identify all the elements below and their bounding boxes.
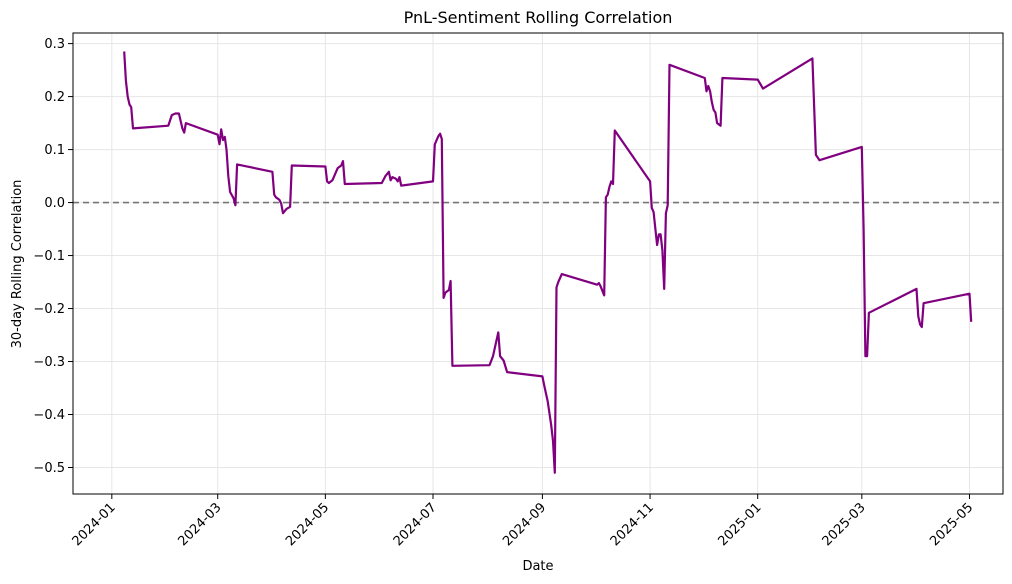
x-tick-label: 2024-03: [176, 500, 225, 549]
y-tick-label: 0.3: [44, 37, 65, 52]
x-tick-label: 2025-05: [927, 500, 976, 549]
x-tick-label: 2025-03: [820, 500, 869, 549]
x-tick-label: 2025-01: [716, 500, 765, 549]
x-axis-label: Date: [522, 559, 553, 574]
y-tick-label: −0.4: [33, 408, 65, 423]
x-tick-label: 2024-07: [391, 500, 440, 549]
x-tick-label: 2024-05: [283, 500, 332, 549]
y-tick-label: 0.0: [44, 196, 65, 211]
y-tick-label: −0.1: [33, 249, 65, 264]
x-axis-ticks: 2024-01 2024-03 2024-05 2024-07 2024-09 2024-…: [70, 494, 976, 549]
chart-title: PnL-Sentiment Rolling Correlation: [404, 8, 673, 27]
y-tick-label: 0.2: [44, 90, 65, 105]
y-tick-label: −0.3: [33, 355, 65, 370]
y-axis-ticks: 0.3 0.2 0.1 0.0 −0.1 −0.2 −0.3 −0.4 −0.5: [33, 37, 73, 476]
y-tick-label: −0.5: [33, 461, 65, 476]
x-tick-label: 2024-01: [70, 500, 119, 549]
x-tick-label: 2024-11: [608, 500, 657, 549]
x-tick-label: 2024-09: [500, 500, 549, 549]
correlation-series-line: [123, 51, 973, 474]
y-tick-label: 0.1: [44, 143, 65, 158]
y-axis-label: 30-day Rolling Correlation: [10, 180, 25, 349]
plot-frame: [72, 32, 1004, 495]
y-tick-label: −0.2: [33, 302, 65, 317]
